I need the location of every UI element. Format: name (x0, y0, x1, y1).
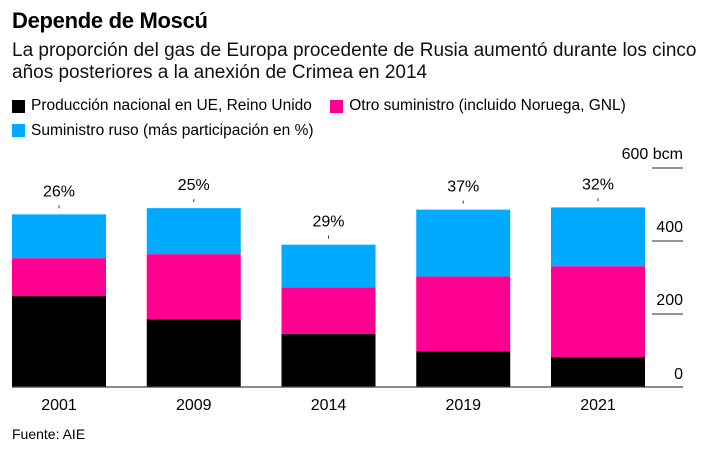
x-tick-label: 2014 (311, 397, 347, 414)
legend-swatch (330, 99, 344, 113)
legend-item-other: Otro suministro (incluido Noruega, GNL) (330, 95, 626, 117)
legend-item-russian: Suministro ruso (más participación en %) (12, 120, 314, 142)
data-label: 29% (312, 214, 344, 231)
bar-segment-other (146, 254, 241, 320)
data-label: 25% (178, 177, 210, 194)
bar-segment-russian (146, 208, 241, 255)
bar-segment-domestic (12, 296, 106, 387)
bar-segment-russian (416, 209, 511, 277)
data-label: 32% (582, 176, 614, 193)
bar-segment-other (416, 276, 511, 352)
y-tick-label: 600 bcm (622, 146, 683, 163)
legend-swatch (12, 124, 25, 137)
data-label: 37% (447, 179, 479, 196)
legend: Producción nacional en UE, Reino Unido O… (12, 95, 712, 144)
x-tick-label: 2009 (176, 397, 212, 414)
bar-segment-other (551, 266, 645, 358)
y-tick-label: 200 (656, 292, 683, 309)
chart-subtitle: La proporción del gas de Europa proceden… (12, 40, 697, 83)
data-label: 26% (43, 183, 75, 200)
x-tick-label: 2019 (445, 397, 481, 414)
bar-segment-other (281, 287, 376, 335)
x-tick-label: 2001 (41, 397, 77, 414)
bar-segment-russian (551, 207, 645, 267)
chart-title: Depende de Moscú (12, 8, 208, 33)
legend-label: Producción nacional en UE, Reino Unido (31, 97, 312, 114)
bar-segment-domestic (281, 334, 376, 387)
bar-segment-domestic (416, 351, 511, 387)
legend-item-domestic: Producción nacional en UE, Reino Unido (12, 95, 312, 117)
y-tick-label: 400 (656, 219, 683, 236)
bar-segment-russian (281, 244, 376, 288)
y-tick-label: 0 (674, 366, 683, 383)
legend-swatch (12, 99, 25, 113)
x-tick-label: 2021 (580, 397, 616, 414)
legend-label: Suministro ruso (más participación en %) (31, 121, 314, 139)
legend-label: Otro suministro (incluido Noruega, GNL) (349, 97, 626, 114)
bar-segment-other (12, 258, 106, 297)
source-note: Fuente: AIE (12, 426, 86, 442)
bar-segment-domestic (146, 319, 241, 387)
bar-segment-domestic (551, 357, 645, 387)
bar-segment-russian (12, 214, 106, 259)
